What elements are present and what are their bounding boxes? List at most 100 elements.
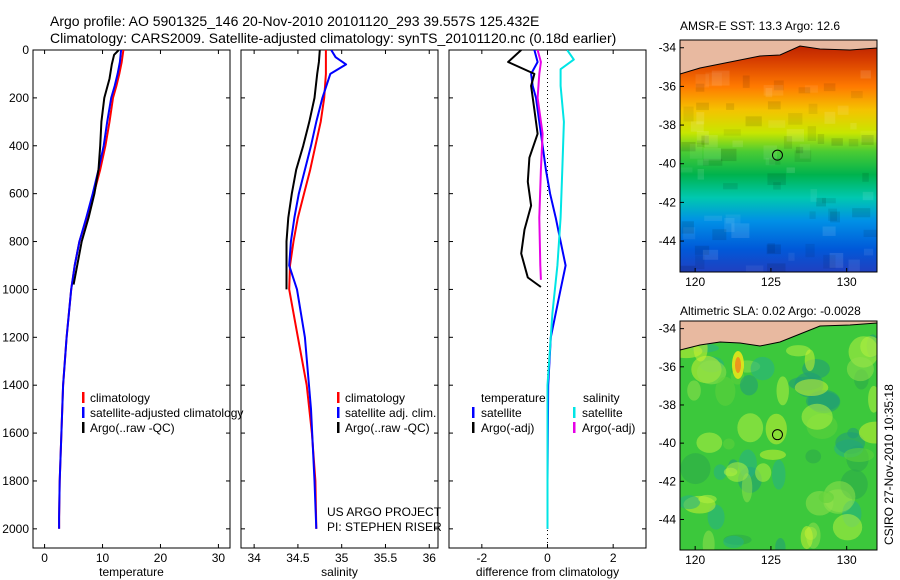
sst-texture-cell [852,208,871,218]
legend-heading-temperature: temperature [481,391,546,405]
y-tick-label: 1800 [2,474,29,488]
sla-texture-blob [707,504,725,530]
x-axis-label: temperature [99,565,164,579]
sst-texture-cell [695,74,710,88]
sst-texture-cell [860,130,877,143]
sst-texture-cell [745,116,762,127]
temperature-series [58,50,125,529]
sst-coastline [680,45,877,75]
sla-texture-blob [846,356,874,382]
sla-texture-blob [794,379,829,396]
sst-texture-cell [702,158,723,166]
sla-texture-blob [680,453,711,485]
map-x-tick-label: 120 [685,275,705,289]
x-tick-label: 35.5 [374,551,398,565]
sla-texture-blob [723,467,738,477]
sst-texture-cell [823,254,836,269]
sst-texture-cell [720,148,737,162]
y-tick-label: 400 [9,139,29,153]
legend-swatch-argo [82,422,85,433]
sst-texture-cell [723,129,741,136]
sla-map [680,321,877,550]
map-frame [679,39,878,273]
sla-texture-blob [723,438,735,450]
sst-texture-cell [808,103,818,114]
map-x-tick-label: 130 [837,553,857,567]
legend-label-argo: Argo(..raw -QC) [345,421,430,435]
sst-texture-cell [807,126,817,142]
sla-texture-blob [801,403,833,430]
legend-swatch-temp-satellite [472,407,475,418]
difference-series [507,50,575,529]
sst-texture-cell [863,248,874,256]
sla-texture-blob [696,360,727,385]
timestamp-label: CSIRO 27-Nov-2010 10:35:18 [882,384,896,545]
sst-texture-cell [817,133,825,144]
sst-texture-cell [822,226,836,236]
map-y-tick-label: -44 [659,234,677,248]
x-tick-label: 2 [610,551,617,565]
sla-axes: 120 125 130 -34 -36 -38 -40 -42 -44 [659,320,878,567]
sst-texture-cell [712,229,727,241]
sla-texture-blob [843,447,875,463]
temperature-axes-frame [32,49,231,549]
sst-texture-cell [767,173,786,186]
sst-texture-cell [690,121,704,132]
sst-texture-cell [795,146,804,154]
sst-texture-cell [809,211,816,219]
x-tick-label: 0 [544,551,551,565]
sla-texture-blob [741,473,753,503]
sst-texture-cell [773,182,781,190]
sla-texture-blob [715,376,736,406]
sla-texture-blob [832,514,863,541]
series-line-satellite-adj-clim- [288,50,348,529]
y-tick-label: 800 [9,235,29,249]
legend-swatch-climatology [82,392,85,403]
sla-texture-blob [755,463,772,482]
pi-label: PI: STEPHEN RISER [327,520,442,534]
sst-texture-cell [701,135,709,145]
sst-texture-cell [726,103,735,110]
sst-texture-cell [765,157,776,166]
figure-subtitle: Climatology: CARS2009. Satellite-adjuste… [50,30,616,46]
salinity-series [285,50,348,529]
sst-texture-cell [848,259,860,272]
sst-texture-cell [695,255,705,270]
sla-map-title: Altimetric SLA: 0.02 Argo: -0.0028 [680,304,861,318]
y-tick-label: 1200 [2,330,29,344]
x-axis-label: difference from climatology [476,565,619,579]
sst-texture-cell [830,211,841,223]
series-line-climatology [58,50,125,529]
argo-float-marker [771,149,783,161]
map-y-tick-label: -44 [659,512,677,526]
sst-texture-cell [745,265,764,272]
sst-texture-cell [767,243,775,254]
sst-texture-cell [828,208,838,221]
sst-texture-cell [816,197,826,207]
sst-texture-cell [683,227,696,240]
sst-texture-cell [851,90,863,99]
sla-texture-blob [680,495,701,510]
x-tick-label: 30 [212,551,226,565]
sst-texture-cell [861,134,874,145]
sla-texture-blob [687,380,701,401]
sst-texture-cell [862,191,874,201]
legend-swatch-climatology [337,392,340,403]
sst-texture-cell [768,120,786,128]
sla-coastline [680,322,877,351]
sst-texture-cell [794,150,812,162]
difference-legend: temperature salinity satellite Argo(-adj… [472,391,635,435]
series-line-argo-raw-qc- [72,50,120,285]
sst-texture-cell [696,140,705,147]
sst-texture-cell [788,252,795,261]
sla-texture-blob [805,449,822,464]
sla-texture-blob [696,432,723,453]
sst-texture-cell [823,83,836,92]
sla-texture-blob [860,336,877,358]
sst-texture-cell [831,138,843,146]
sla-texture-blob [776,376,789,406]
sst-texture-cell [863,229,877,238]
sst-texture-cell [786,129,805,142]
